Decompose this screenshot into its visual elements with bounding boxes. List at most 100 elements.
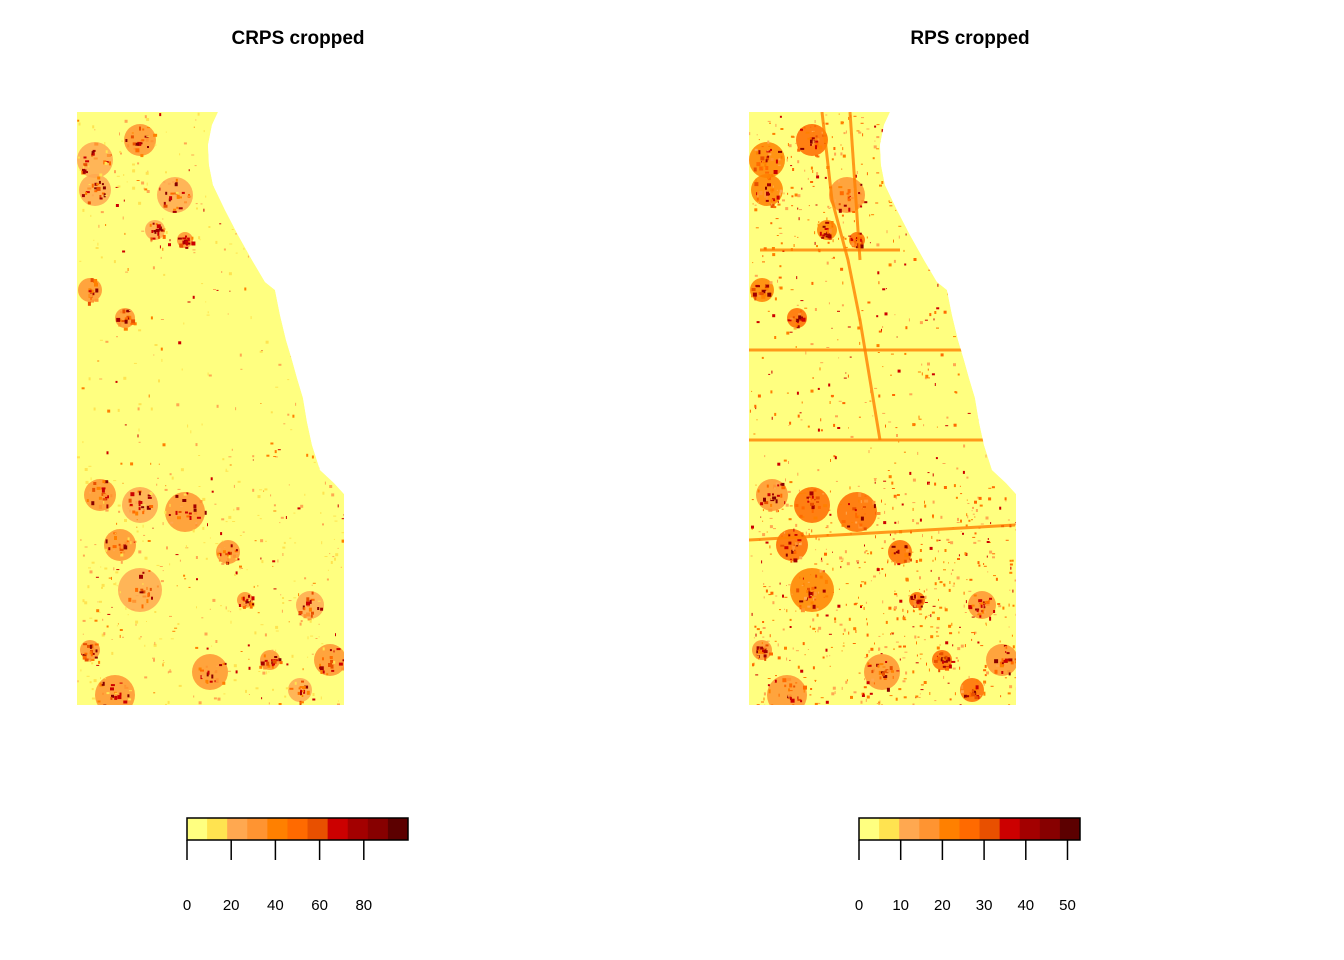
noise-pixel (247, 644, 250, 647)
hotspot-pixel (811, 137, 815, 140)
hotspot-pixel (891, 670, 894, 673)
hotspot-pixel (788, 541, 792, 545)
noise-pixel (838, 237, 839, 240)
noise-pixel (1009, 559, 1012, 562)
hotspot-pixel (242, 596, 245, 601)
noise-pixel (1014, 579, 1016, 582)
noise-pixel (962, 532, 964, 535)
noise-pixel (940, 353, 944, 357)
hotspot-pixel (893, 552, 896, 555)
noise-pixel (1009, 685, 1013, 689)
noise-pixel (817, 387, 820, 390)
noise-pixel (79, 169, 82, 171)
noise-pixel (809, 625, 811, 628)
noise-pixel (147, 540, 151, 542)
noise-pixel (895, 641, 899, 643)
noise-pixel (80, 539, 82, 541)
noise-pixel (884, 503, 886, 505)
hotspot-pixel (815, 135, 818, 138)
noise-pixel (786, 392, 789, 394)
hotspot-pixel (94, 190, 98, 193)
noise-pixel (285, 516, 287, 519)
noise-pixel (757, 194, 759, 198)
noise-pixel (119, 682, 123, 684)
noise-pixel (757, 657, 759, 660)
noise-pixel (881, 547, 884, 549)
noise-pixel (890, 353, 894, 355)
noise-pixel (828, 302, 830, 305)
hotspot-pixel (114, 695, 118, 700)
noise-pixel (150, 240, 152, 243)
noise-pixel (816, 172, 819, 176)
hotspot-pixel (765, 159, 768, 163)
hotspot-pixel (222, 681, 226, 685)
hotspot-pixel (87, 187, 92, 190)
noise-pixel (923, 590, 925, 593)
hotspot-pixel (272, 663, 275, 666)
hotspot-pixel (895, 551, 898, 554)
noise-pixel (300, 504, 304, 508)
noise-pixel (771, 198, 775, 200)
noise-pixel (100, 211, 104, 214)
hotspot-pixel (157, 235, 160, 239)
hotspot-pixel (770, 199, 773, 203)
noise-pixel (147, 170, 149, 172)
noise-pixel (752, 203, 754, 205)
hotspot-pixel (263, 665, 268, 670)
noise-pixel (860, 584, 862, 588)
noise-pixel (845, 603, 847, 606)
noise-pixel (888, 200, 890, 203)
noise-pixel (954, 692, 956, 696)
noise-pixel (96, 664, 100, 666)
noise-pixel (936, 635, 940, 637)
hotspot-pixel (182, 237, 187, 240)
noise-pixel (298, 593, 300, 597)
noise-pixel (122, 636, 124, 638)
noise-pixel (312, 693, 315, 696)
noise-pixel (838, 357, 840, 359)
hotspot-pixel (756, 197, 759, 201)
noise-pixel (830, 522, 833, 524)
noise-pixel (235, 233, 237, 235)
legend-swatch (207, 818, 228, 840)
noise-pixel (757, 649, 761, 651)
noise-pixel (855, 521, 858, 524)
noise-pixel (945, 641, 949, 645)
noise-pixel (762, 636, 765, 638)
noise-pixel (956, 522, 960, 523)
noise-pixel (185, 545, 187, 549)
hotspot-pixel (800, 147, 805, 150)
noise-pixel (837, 604, 841, 608)
noise-pixel (143, 187, 145, 190)
hotspot-pixel (799, 310, 802, 313)
noise-pixel (871, 678, 875, 682)
hotspot-pixel (94, 298, 99, 302)
noise-pixel (893, 239, 894, 243)
noise-pixel (976, 609, 979, 613)
hotspot-pixel (920, 596, 925, 598)
noise-pixel (140, 154, 144, 158)
noise-pixel (122, 250, 126, 253)
noise-pixel (337, 547, 339, 549)
hotspot-pixel (762, 290, 766, 294)
noise-pixel (218, 547, 221, 551)
noise-pixel (198, 701, 202, 705)
noise-pixel (751, 390, 753, 392)
noise-pixel (138, 428, 140, 432)
noise-pixel (241, 567, 243, 569)
hotspot-pixel (175, 178, 178, 182)
noise-pixel (154, 641, 156, 645)
noise-pixel (797, 146, 799, 149)
hotspot-pixel (770, 498, 774, 500)
noise-pixel (861, 506, 863, 510)
noise-pixel (769, 517, 773, 519)
noise-pixel (341, 539, 344, 543)
noise-pixel (829, 531, 832, 533)
hotspot-pixel (111, 694, 114, 698)
hotspot-pixel (822, 225, 826, 228)
noise-pixel (936, 617, 940, 621)
noise-pixel (926, 588, 928, 591)
noise-pixel (778, 510, 779, 513)
hotspot-pixel (754, 182, 759, 187)
hotspot-pixel (103, 704, 107, 705)
